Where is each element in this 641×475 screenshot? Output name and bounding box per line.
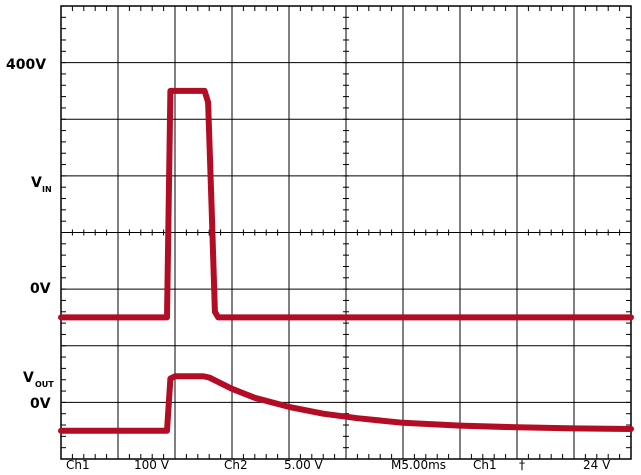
vout-v-text: V	[23, 370, 34, 386]
vin-trace	[58, 87, 634, 321]
ch2-label: Ch2	[224, 458, 248, 472]
ch1-label: Ch1	[66, 458, 90, 472]
trigger-level: 24 V	[583, 458, 611, 472]
vout-label: V OUT	[23, 370, 54, 389]
graticule	[60, 5, 632, 460]
vin-zero-label: 0V	[30, 281, 51, 297]
vin-label: V IN	[31, 175, 52, 194]
trigger-source: Ch1	[473, 458, 497, 472]
ch2-scale: 5.00 V	[284, 458, 324, 472]
timebase-readout: M5.00ms	[391, 458, 446, 472]
vin-subscript: IN	[42, 185, 52, 194]
ch1-scale: 100 V	[134, 458, 170, 472]
vout-subscript: OUT	[35, 380, 54, 389]
trigger-slope-icon: †	[519, 458, 525, 472]
vin-v-text: V	[31, 175, 42, 191]
status-bar: Ch1 100 V Ch2 5.00 V M5.00ms Ch1 † 24 V	[66, 458, 611, 472]
vout-trace	[58, 373, 634, 434]
traces	[58, 87, 634, 434]
vout-zero-label: 0V	[30, 396, 51, 412]
vin-400v-label: 400V	[6, 57, 46, 73]
